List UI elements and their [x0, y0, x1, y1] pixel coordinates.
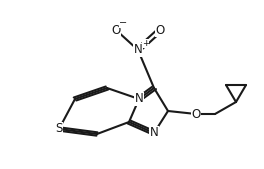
Text: N: N: [150, 127, 158, 139]
Text: O: O: [155, 23, 165, 37]
Text: −: −: [119, 18, 128, 28]
Text: N: N: [135, 92, 143, 105]
Text: S: S: [55, 123, 63, 136]
Text: O: O: [111, 23, 121, 37]
Text: O: O: [191, 107, 201, 120]
Text: +: +: [142, 39, 149, 48]
Text: N: N: [134, 43, 142, 56]
